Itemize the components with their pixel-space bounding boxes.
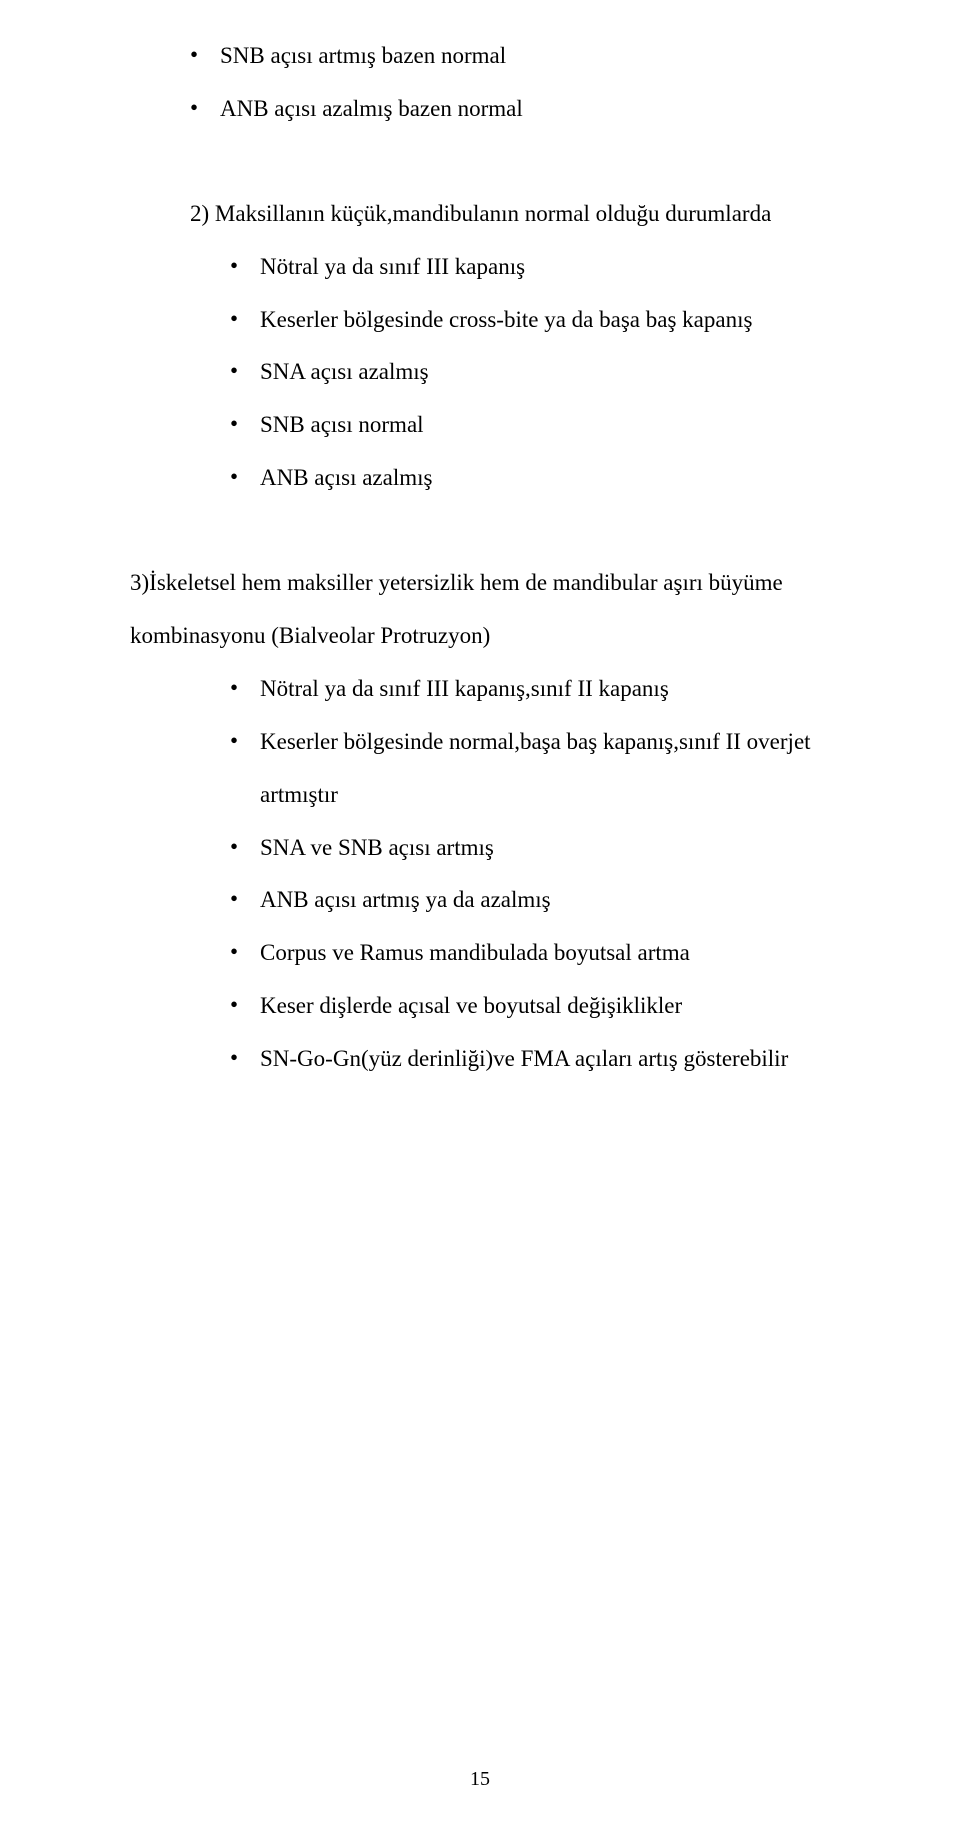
bullet-text: SNB açısı normal	[260, 412, 424, 437]
bullet-text: ANB açısı azalmış	[260, 465, 432, 490]
bullet-text: Nötral ya da sınıf III kapanış,sınıf II …	[260, 676, 669, 701]
bullet-text: SNA açısı azalmış	[260, 359, 429, 384]
bullet-text: Keserler bölgesinde normal,başa baş kapa…	[260, 729, 811, 807]
bullet-text: SNB açısı artmış bazen normal	[220, 43, 506, 68]
section-heading-3-line1: 3)İskeletsel hem maksiller yetersizlik h…	[130, 557, 830, 610]
list-item: SN-Go-Gn(yüz derinliği)ve FMA açıları ar…	[230, 1033, 830, 1086]
list-item: SNB açısı normal	[230, 399, 830, 452]
section-heading-3-line2: kombinasyonu (Bialveolar Protruzyon)	[130, 610, 830, 663]
section-heading-2: 2) Maksillanın küçük,mandibulanın normal…	[190, 188, 830, 241]
bullet-text: Keser dişlerde açısal ve boyutsal değişi…	[260, 993, 682, 1018]
bullet-text: ANB açısı azalmış bazen normal	[220, 96, 523, 121]
bullet-text: ANB açısı artmış ya da azalmış	[260, 887, 551, 912]
section3-bullet-list: Nötral ya da sınıf III kapanış,sınıf II …	[230, 663, 830, 1086]
document-page: SNB açısı artmış bazen normal ANB açısı …	[0, 0, 960, 1829]
page-number: 15	[0, 1769, 960, 1789]
list-item: Nötral ya da sınıf III kapanış,sınıf II …	[230, 663, 830, 716]
list-item: Keserler bölgesinde cross-bite ya da baş…	[230, 294, 830, 347]
list-item: ANB açısı artmış ya da azalmış	[230, 874, 830, 927]
list-item: Keserler bölgesinde normal,başa baş kapa…	[230, 716, 830, 822]
list-item: ANB açısı azalmış bazen normal	[190, 83, 830, 136]
bullet-text: Corpus ve Ramus mandibulada boyutsal art…	[260, 940, 690, 965]
list-item: ANB açısı azalmış	[230, 452, 830, 505]
bullet-text: SNA ve SNB açısı artmış	[260, 835, 494, 860]
list-item: Corpus ve Ramus mandibulada boyutsal art…	[230, 927, 830, 980]
bullet-text: SN-Go-Gn(yüz derinliği)ve FMA açıları ar…	[260, 1046, 788, 1071]
top-bullet-list: SNB açısı artmış bazen normal ANB açısı …	[190, 30, 830, 136]
list-item: Nötral ya da sınıf III kapanış	[230, 241, 830, 294]
bullet-text: Nötral ya da sınıf III kapanış	[260, 254, 525, 279]
spacer	[130, 505, 830, 557]
list-item: SNA ve SNB açısı artmış	[230, 822, 830, 875]
list-item: SNA açısı azalmış	[230, 346, 830, 399]
section2-bullet-list: Nötral ya da sınıf III kapanış Keserler …	[230, 241, 830, 505]
list-item: Keser dişlerde açısal ve boyutsal değişi…	[230, 980, 830, 1033]
bullet-text: Keserler bölgesinde cross-bite ya da baş…	[260, 307, 752, 332]
spacer	[130, 136, 830, 188]
list-item: SNB açısı artmış bazen normal	[190, 30, 830, 83]
